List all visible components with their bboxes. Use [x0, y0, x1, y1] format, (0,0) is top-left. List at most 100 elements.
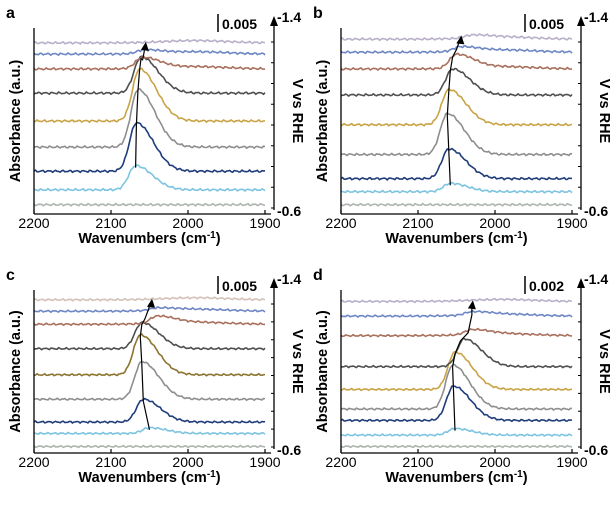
- x-axis-title: Wavenumbers (cm-1): [78, 469, 220, 487]
- x-tick-label: 1900: [249, 215, 280, 231]
- potential-axis-title: V vs RHE: [289, 79, 305, 144]
- x-tick-label: 2000: [172, 215, 203, 231]
- x-axis-title-text: Wavenumbers (cm: [78, 231, 206, 247]
- x-tick-label: 2200: [18, 215, 49, 231]
- x-tick-label: 2200: [325, 454, 356, 470]
- panel-label: c: [6, 267, 15, 284]
- spectrum-line: [33, 296, 266, 302]
- x-tick-label: 1900: [556, 454, 587, 470]
- spectrum-line: [340, 202, 573, 207]
- spectrum-line: [33, 444, 266, 449]
- potential-axis-title: V vs RHE: [596, 329, 612, 394]
- spectrum-line: [33, 321, 266, 351]
- y-axis-title: Absorbance (a.u.): [8, 60, 24, 183]
- spectrum-line: [33, 48, 266, 57]
- x-tick-label: 2000: [479, 454, 510, 470]
- spectrum-line: [33, 38, 266, 45]
- peak-shift-line: [451, 303, 473, 431]
- panel-a: 2200 2100 2000 1900 Wavenumbers (cm-1) Absorb…: [6, 5, 305, 247]
- spectrum-line: [340, 33, 573, 42]
- scale-bar-label: 0.005: [529, 16, 564, 32]
- spectrum-line: [340, 427, 573, 437]
- scale-bar-label: 0.005: [222, 16, 257, 32]
- potential-bottom-label: -0.6: [277, 203, 301, 219]
- x-tick-label: 2000: [172, 454, 203, 470]
- y-axis-title: Absorbance (a.u.): [315, 310, 331, 433]
- potential-top-label: -1.4: [584, 271, 608, 287]
- spectrum-line: [33, 306, 266, 314]
- x-axis-title-superscript: -1: [514, 230, 523, 241]
- x-tick-label: 1900: [249, 454, 280, 470]
- scale-bar-label: 0.005: [222, 278, 257, 294]
- potential-axis-title: V vs RHE: [289, 329, 305, 394]
- spectrum-line: [340, 444, 573, 449]
- x-tick-label: 2200: [325, 215, 356, 231]
- x-axis-title: Wavenumbers (cm-1): [78, 230, 220, 248]
- potential-top-label: -1.4: [277, 9, 301, 25]
- x-tick-label: 2100: [95, 215, 126, 231]
- peak-shift-line: [139, 301, 152, 430]
- x-axis-title-end: ): [216, 470, 221, 486]
- spectrum-line: [340, 327, 573, 338]
- spectrum-line: [340, 147, 573, 181]
- spectrum-line: [33, 333, 266, 377]
- potential-bottom-label: -0.6: [584, 203, 608, 219]
- x-axis-title-superscript: -1: [207, 469, 216, 480]
- x-tick-label: 2100: [95, 454, 126, 470]
- spectrum-line: [340, 385, 573, 423]
- peak-shift-arrowhead: [456, 35, 465, 45]
- x-axis-title-superscript: -1: [514, 469, 523, 480]
- spectrum-line: [340, 87, 573, 127]
- spectrum-line: [33, 88, 266, 149]
- panel-d: 2200 2100 2000 1900 Wavenumbers (cm-1) Absorb…: [313, 267, 612, 486]
- spectrum-line: [340, 297, 573, 304]
- peak-shift-arrowhead: [140, 41, 149, 51]
- spectrum-line: [340, 350, 573, 392]
- peak-shift-line: [135, 44, 146, 168]
- peak-shift-line: [446, 38, 461, 186]
- x-axis-title: Wavenumbers (cm-1): [385, 469, 527, 487]
- spectrum-line: [33, 314, 265, 327]
- y-axis-title: Absorbance (a.u.): [315, 60, 331, 183]
- potential-axis-arrowhead: [577, 16, 585, 26]
- potential-axis-title: V vs RHE: [596, 79, 612, 144]
- potential-axis-arrowhead: [270, 278, 278, 288]
- spectrum-line: [340, 112, 573, 157]
- x-tick-label: 1900: [556, 215, 587, 231]
- panel-c: 2200 2100 2000 1900 Wavenumbers (cm-1) Absorb…: [6, 267, 305, 486]
- x-axis-title-end: ): [216, 231, 221, 247]
- panel-label: b: [313, 5, 323, 22]
- potential-top-label: -1.4: [584, 9, 608, 25]
- scale-bar-label: 0.002: [529, 278, 564, 294]
- spectrum-line: [33, 67, 266, 123]
- x-axis-title-text: Wavenumbers (cm: [78, 470, 206, 486]
- peak-shift-arrowhead: [147, 298, 156, 308]
- spectrum-line: [340, 44, 573, 55]
- potential-axis-arrowhead: [270, 16, 278, 26]
- potential-bottom-label: -0.6: [584, 442, 608, 458]
- spectrum-line: [33, 55, 266, 96]
- panel-label: d: [313, 267, 323, 284]
- x-axis-title-end: ): [523, 470, 528, 486]
- peak-shift-arrowhead: [467, 300, 476, 310]
- panel-label: a: [6, 5, 15, 22]
- spectrum-line: [340, 363, 573, 411]
- spectrum-line: [33, 397, 266, 424]
- spectrum-line: [340, 181, 573, 194]
- x-axis-title-superscript: -1: [207, 230, 216, 241]
- x-tick-label: 2100: [402, 454, 433, 470]
- x-tick-label: 2000: [479, 215, 510, 231]
- x-tick-label: 2100: [402, 215, 433, 231]
- potential-top-label: -1.4: [277, 271, 301, 287]
- x-tick-label: 2200: [18, 454, 49, 470]
- x-axis-title: Wavenumbers (cm-1): [385, 230, 527, 248]
- spectrum-line: [340, 309, 573, 318]
- x-axis-title-text: Wavenumbers (cm: [385, 231, 513, 247]
- x-axis-title-text: Wavenumbers (cm: [385, 470, 513, 486]
- y-axis-title: Absorbance (a.u.): [8, 310, 24, 433]
- spectrum-line: [33, 361, 266, 402]
- spectrum-line: [33, 55, 266, 71]
- spectrum-line: [33, 164, 266, 192]
- spectrum-line: [340, 52, 573, 71]
